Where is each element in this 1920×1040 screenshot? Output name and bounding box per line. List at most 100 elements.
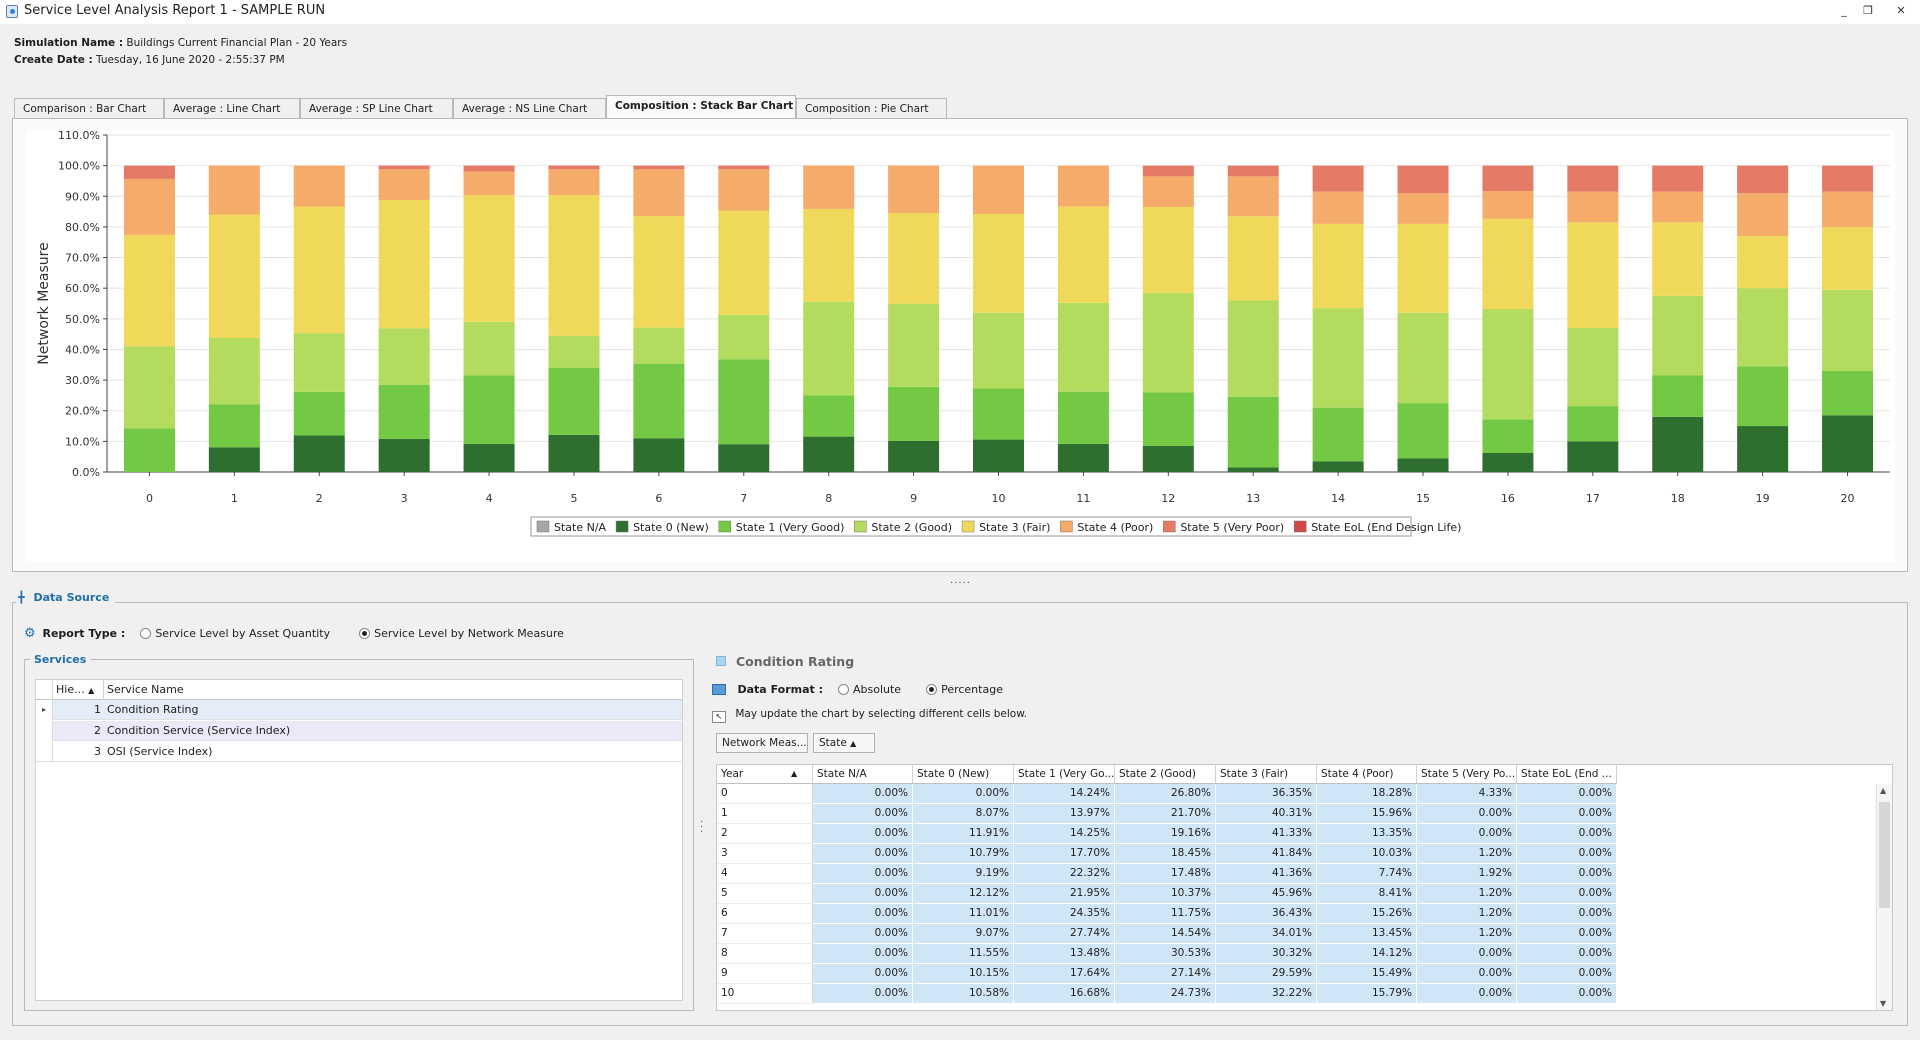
value-cell[interactable]: 29.59% [1216,964,1317,984]
value-cell[interactable]: 19.16% [1115,824,1216,844]
value-cell[interactable]: 0.00% [1417,984,1517,1004]
value-cell[interactable]: 32.22% [1216,984,1317,1004]
stacked-bar-chart[interactable]: 0.0% 10.0% 20.0% 30.0% 40.0% 50.0% 60.0% 70.0% 8… [26,129,1895,562]
value-cell[interactable]: 15.79% [1317,984,1417,1004]
value-cell[interactable]: 11.01% [913,904,1014,924]
year-cell[interactable]: 3 [717,844,813,864]
value-cell[interactable]: 0.00% [813,784,913,804]
value-cell[interactable]: 24.35% [1014,904,1115,924]
tab-composition-stack-bar-chart[interactable]: Composition : Stack Bar Chart [606,95,796,119]
column-header-state[interactable]: State EoL (End ... [1517,765,1617,784]
value-cell[interactable]: 27.74% [1014,924,1115,944]
value-cell[interactable]: 10.03% [1317,844,1417,864]
column-header-state[interactable]: State N/A [813,765,913,784]
radio-percentage[interactable]: Percentage [926,683,1003,696]
radio-asset-quantity[interactable]: Service Level by Asset Quantity [140,627,330,640]
year-cell[interactable]: 1 [717,804,813,824]
column-header-state[interactable]: State 3 (Fair) [1216,765,1317,784]
value-cell[interactable]: 0.00% [1517,924,1617,944]
year-cell[interactable]: 5 [717,884,813,904]
column-header-state[interactable]: State 0 (New) [913,765,1014,784]
radio-network-measure-label[interactable]: Service Level by Network Measure [374,627,564,640]
value-cell[interactable]: 21.70% [1115,804,1216,824]
value-cell[interactable]: 14.24% [1014,784,1115,804]
column-header-year[interactable]: Year [717,765,813,784]
value-cell[interactable]: 0.00% [1417,944,1517,964]
value-cell[interactable]: 14.12% [1317,944,1417,964]
value-cell[interactable]: 0.00% [1417,824,1517,844]
value-cell[interactable]: 21.95% [1014,884,1115,904]
vertical-scrollbar[interactable]: ▲ ▼ [1876,784,1892,1010]
panel-splitter[interactable]: ..... [950,575,971,586]
value-cell[interactable]: 0.00% [813,904,913,924]
value-cell[interactable]: 0.00% [813,844,913,864]
service-name-cell[interactable]: OSI (Service Index) [107,745,213,758]
value-cell[interactable]: 0.00% [1517,784,1617,804]
value-cell[interactable]: 15.96% [1317,804,1417,824]
value-cell[interactable]: 9.07% [913,924,1014,944]
year-cell[interactable]: 2 [717,824,813,844]
value-cell[interactable]: 0.00% [1517,864,1617,884]
service-row-2[interactable]: 2 Condition Service (Service Index) [36,721,682,741]
radio-absolute-label[interactable]: Absolute [853,683,902,696]
value-cell[interactable]: 0.00% [1517,844,1617,864]
year-cell[interactable]: 4 [717,864,813,884]
value-cell[interactable]: 12.12% [913,884,1014,904]
value-cell[interactable]: 14.54% [1115,924,1216,944]
value-cell[interactable]: 13.45% [1317,924,1417,944]
radio-circle[interactable] [838,684,849,695]
column-header-hier[interactable]: Hie... ▲ [53,680,104,700]
close-button[interactable]: ✕ [1896,4,1906,17]
service-name-cell[interactable]: Condition Rating [107,703,199,716]
value-cell[interactable]: 17.70% [1014,844,1115,864]
value-cell[interactable]: 15.49% [1317,964,1417,984]
tab-average-line-chart[interactable]: Average : Line Chart [164,98,300,119]
data-source-header[interactable]: ╋ Data Source [16,591,116,609]
value-cell[interactable]: 8.07% [913,804,1014,824]
value-cell[interactable]: 0.00% [813,984,913,1004]
column-header-state[interactable]: State 4 (Poor) [1317,765,1417,784]
value-cell[interactable]: 14.25% [1014,824,1115,844]
year-cell[interactable]: 10 [717,984,813,1004]
tab-comparison-bar-chart[interactable]: Comparison : Bar Chart [14,98,164,119]
service-name-cell[interactable]: Condition Service (Service Index) [107,724,291,737]
minimize-button[interactable]: _ [1841,4,1847,17]
value-cell[interactable]: 0.00% [813,804,913,824]
year-cell[interactable]: 8 [717,944,813,964]
value-cell[interactable]: 41.36% [1216,864,1317,884]
value-cell[interactable]: 1.20% [1417,904,1517,924]
pin-icon[interactable]: ╋ [18,591,25,604]
value-cell[interactable]: 17.64% [1014,964,1115,984]
value-cell[interactable]: 10.37% [1115,884,1216,904]
group-pill-state[interactable]: State ▲ [813,733,875,753]
value-cell[interactable]: 11.91% [913,824,1014,844]
restore-button[interactable]: ❐ [1863,4,1873,17]
service-hier-cell[interactable]: 3 [94,745,101,758]
radio-network-measure[interactable]: Service Level by Network Measure [359,627,564,640]
value-cell[interactable]: 18.45% [1115,844,1216,864]
value-cell[interactable]: 0.00% [813,824,913,844]
radio-circle[interactable] [926,684,938,695]
value-cell[interactable]: 13.97% [1014,804,1115,824]
value-cell[interactable]: 27.14% [1115,964,1216,984]
value-cell[interactable]: 18.28% [1317,784,1417,804]
value-cell[interactable]: 0.00% [813,944,913,964]
value-cell[interactable]: 0.00% [1417,804,1517,824]
tab-composition-pie-chart[interactable]: Composition : Pie Chart [796,98,947,119]
value-cell[interactable]: 1.20% [1417,844,1517,864]
value-cell[interactable]: 0.00% [1417,964,1517,984]
value-cell[interactable]: 10.15% [913,964,1014,984]
value-cell[interactable]: 7.74% [1317,864,1417,884]
value-cell[interactable]: 0.00% [813,964,913,984]
service-row-3[interactable]: 3 OSI (Service Index) [36,742,682,762]
value-cell[interactable]: 0.00% [1517,884,1617,904]
value-cell[interactable]: 15.26% [1317,904,1417,924]
service-hier-cell[interactable]: 1 [94,703,101,716]
value-cell[interactable]: 4.33% [1417,784,1517,804]
value-cell[interactable]: 10.79% [913,844,1014,864]
tab-average-sp-line-chart[interactable]: Average : SP Line Chart [300,98,453,119]
value-cell[interactable]: 10.58% [913,984,1014,1004]
value-cell[interactable]: 0.00% [1517,904,1617,924]
scrollbar-thumb[interactable] [1879,802,1890,908]
value-cell[interactable]: 0.00% [813,884,913,904]
